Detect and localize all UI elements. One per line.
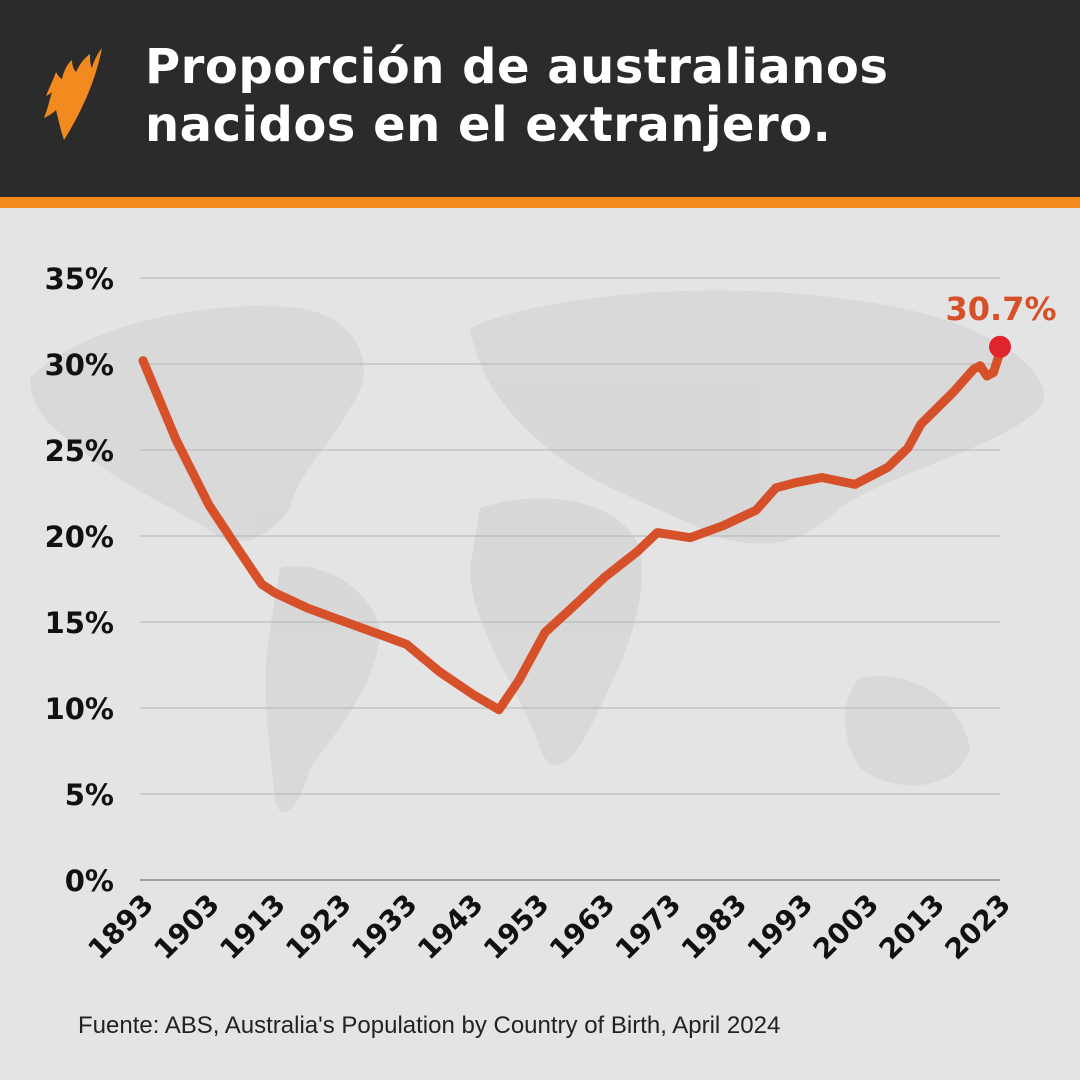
gridlines [140,277,1000,881]
x-tick-label: 1983 [675,888,753,966]
source-note: Fuente: ABS, Australia's Population by C… [78,1012,781,1039]
x-tick-label: 1893 [82,888,160,966]
y-tick-label: 10% [45,692,114,726]
header-accent-bar [0,197,1080,208]
x-tick-label: 1973 [609,888,687,966]
y-tick-label: 20% [45,520,114,554]
line-chart: 0%5%10%15%20%25%30%35% 18931903191319231… [30,262,1057,966]
x-tick-label: 2023 [939,888,1017,966]
x-tick-label: 1953 [477,888,555,966]
end-point-label: 30.7% [945,290,1056,328]
end-point-marker [989,335,1011,358]
x-tick-label: 1923 [279,888,357,966]
page-title: Proporción de australianos nacidos en el… [145,38,888,154]
x-tick-label: 2013 [873,888,951,966]
y-tick-label: 30% [45,348,114,382]
title-line-2: nacidos en el extranjero. [145,97,832,153]
x-tick-label: 1903 [147,888,225,966]
series-line [138,347,1005,715]
y-tick-label: 15% [45,606,114,640]
title-line-1: Proporción de australianos [145,39,889,95]
x-tick-label: 1933 [345,888,423,966]
y-tick-label: 5% [65,778,114,812]
sbs-logo-icon [44,48,102,140]
x-tick-label: 1963 [543,888,621,966]
y-axis-ticks: 0% 5% 10% 15% 20% 25% 30% 35% [45,262,114,898]
world-map-background [30,290,1044,813]
header: Proporción de australianos nacidos en el… [0,0,1080,197]
y-tick-label: 35% [45,262,114,296]
y-tick-label: 0% [65,864,114,898]
x-axis-ticks: 1893190319131923193319431953196319731983… [82,888,1017,966]
y-tick-label: 25% [45,434,114,468]
x-tick-label: 1993 [741,888,819,966]
x-tick-label: 1943 [411,888,489,966]
x-tick-label: 1913 [213,888,291,966]
x-tick-label: 2003 [807,888,885,966]
